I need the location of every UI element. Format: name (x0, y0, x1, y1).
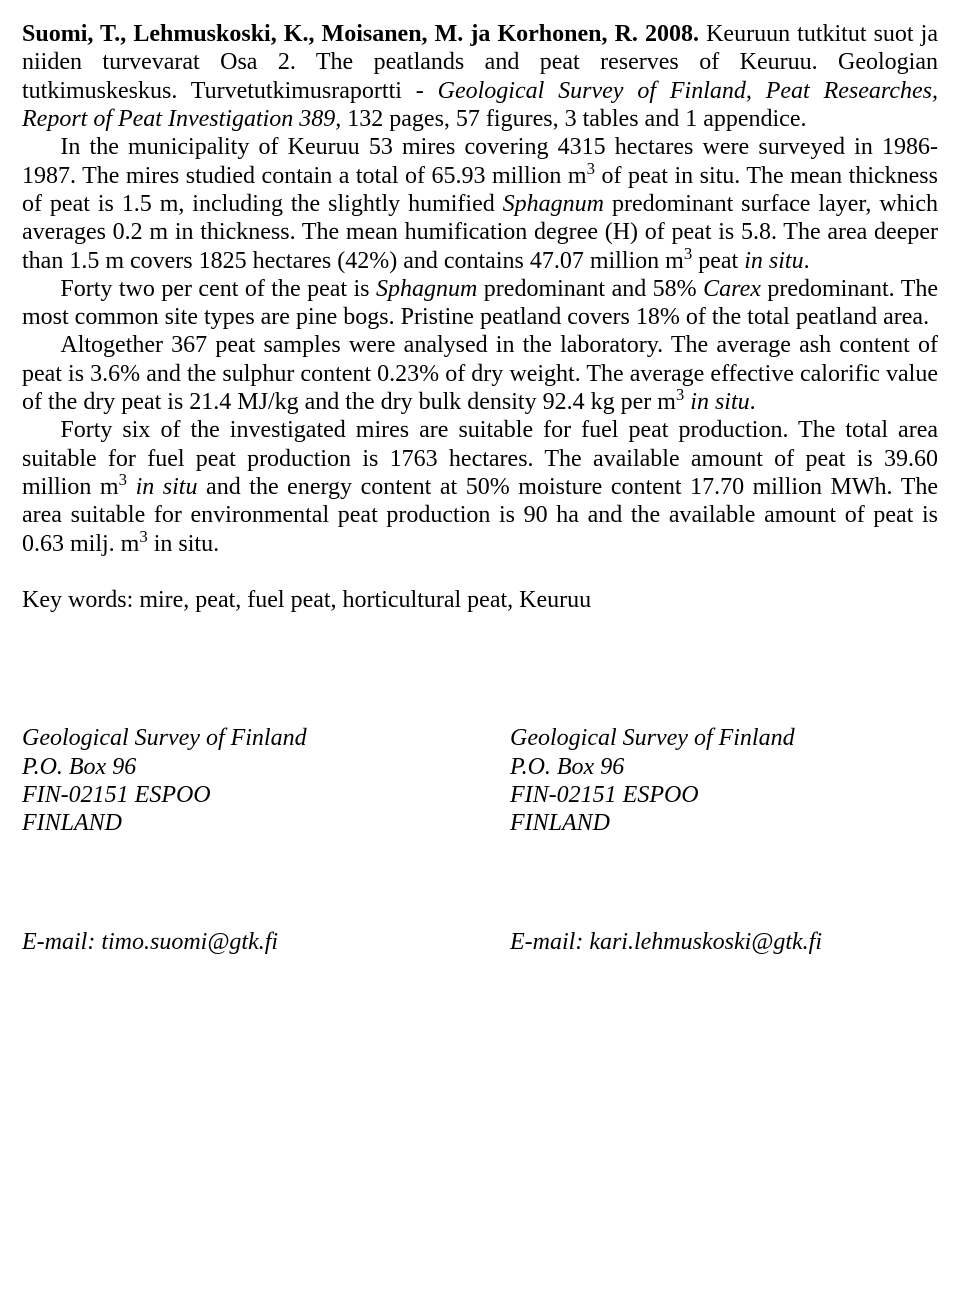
citation-authors: Suomi, T., Lehmuskoski, K., Moisanen, M.… (22, 21, 699, 47)
p2-text-g: . (804, 248, 810, 274)
p4-text-d: . (750, 389, 756, 415)
superscript-3: 3 (119, 470, 127, 489)
addr-right-l1: Geological Survey of Finland (510, 724, 938, 752)
address-left: Geological Survey of Finland P.O. Box 96… (22, 724, 450, 837)
address-right: Geological Survey of Finland P.O. Box 96… (450, 724, 938, 837)
superscript-3: 3 (684, 244, 692, 263)
addr-right-l4: FINLAND (510, 809, 938, 837)
p3-text-c: predominant and 58% (477, 276, 703, 302)
email-right: E-mail: kari.lehmuskoski@gtk.fi (450, 928, 938, 956)
p4-text-a: Altogether 367 peat samples were analyse… (22, 332, 938, 415)
p3-sphagnum: Sphagnum (376, 276, 477, 302)
addr-left-l2: P.O. Box 96 (22, 753, 450, 781)
email-left: E-mail: timo.suomi@gtk.fi (22, 928, 450, 956)
p5-text-e: in situ. (148, 531, 219, 557)
superscript-3: 3 (587, 159, 595, 178)
paragraph-3: Forty two per cent of the peat is Sphagn… (22, 275, 938, 332)
keywords-line: Key words: mire, peat, fuel peat, hortic… (22, 586, 938, 614)
p2-insitu: in situ (744, 248, 803, 274)
abstract-page: Suomi, T., Lehmuskoski, K., Moisanen, M.… (22, 20, 938, 956)
p5-insitu: in situ (136, 474, 198, 500)
addr-left-l3: FIN-02151 ESPOO (22, 781, 450, 809)
addr-right-l3: FIN-02151 ESPOO (510, 781, 938, 809)
paragraph-5: Forty six of the investigated mires are … (22, 416, 938, 558)
addr-left-l1: Geological Survey of Finland (22, 724, 450, 752)
p5-text-b (127, 474, 136, 500)
superscript-3: 3 (139, 527, 147, 546)
address-block: Geological Survey of Finland P.O. Box 96… (22, 724, 938, 837)
citation-paragraph: Suomi, T., Lehmuskoski, K., Moisanen, M.… (22, 20, 938, 133)
paragraph-2: In the municipality of Keuruu 53 mires c… (22, 133, 938, 275)
p2-sphagnum: Sphagnum (503, 191, 604, 217)
citation-tail: 132 pages, 57 figures, 3 tables and 1 ap… (341, 106, 806, 132)
paragraph-4: Altogether 367 peat samples were analyse… (22, 331, 938, 416)
p4-insitu: in situ (690, 389, 749, 415)
email-block: E-mail: timo.suomi@gtk.fi E-mail: kari.l… (22, 928, 938, 956)
addr-left-l4: FINLAND (22, 809, 450, 837)
addr-right-l2: P.O. Box 96 (510, 753, 938, 781)
p3-carex: Carex (703, 276, 761, 302)
p2-text-e: peat (692, 248, 744, 274)
p3-text-a: Forty two per cent of the peat is (60, 276, 376, 302)
